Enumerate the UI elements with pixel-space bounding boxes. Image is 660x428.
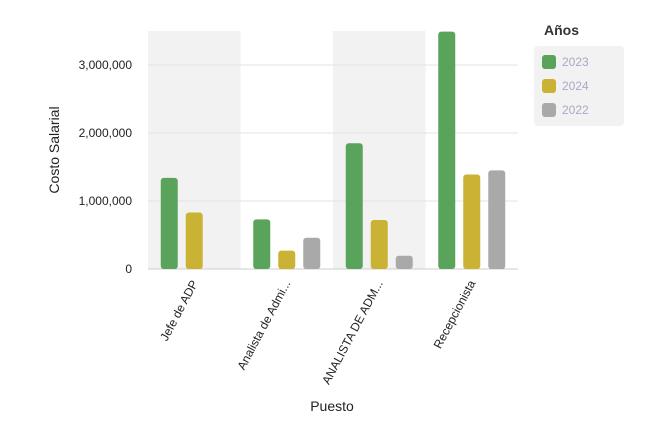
legend-item-2022[interactable]: 2022 [534, 98, 624, 122]
legend-swatch-2024 [542, 79, 556, 93]
legend: Años 2023 2024 2022 [534, 22, 624, 126]
legend-title: Años [544, 22, 579, 38]
legend-item-2023[interactable]: 2023 [534, 50, 624, 74]
y-tick-label: 3,000,000 [79, 58, 133, 72]
bar-2022-3[interactable] [488, 170, 506, 269]
y-axis-label: Costo Salarial [46, 106, 62, 193]
bar-2023-0[interactable] [160, 177, 178, 269]
legend-item-2024[interactable]: 2024 [534, 74, 624, 98]
y-tick-label: 0 [125, 262, 132, 276]
legend-box: 2023 2024 2022 [534, 46, 624, 126]
legend-label-2022: 2022 [562, 103, 589, 117]
bars [160, 31, 506, 270]
y-ticks: 0 1,000,000 2,000,000 3,000,000 [79, 58, 133, 276]
bar-2023-2[interactable] [345, 143, 363, 269]
legend-label-2023: 2023 [562, 55, 589, 69]
legend-label-2024: 2024 [562, 79, 589, 93]
legend-swatch-2023 [542, 55, 556, 69]
x-tick-label: Analista de Admi... [234, 278, 293, 372]
bar-2022-2[interactable] [395, 255, 413, 269]
legend-swatch-2022 [542, 103, 556, 117]
y-tick-label: 2,000,000 [79, 126, 133, 140]
bar-2024-0[interactable] [185, 212, 203, 269]
bar-2023-1[interactable] [253, 219, 271, 269]
y-tick-label: 1,000,000 [79, 194, 133, 208]
bar-2022-1[interactable] [303, 237, 321, 269]
gridlines [148, 64, 518, 270]
x-axis-label: Puesto [310, 398, 354, 414]
bar-2024-2[interactable] [370, 220, 388, 269]
bar-2024-1[interactable] [278, 250, 296, 269]
bar-2023-3[interactable] [438, 31, 456, 270]
x-tick-label: Recepcionista [431, 278, 479, 351]
x-ticks: Jefe de ADP Analista de Admi... ANALISTA D… [157, 278, 478, 387]
bar-2024-3[interactable] [463, 174, 481, 269]
x-tick-label: ANALISTA DE ADM... [319, 278, 386, 387]
x-tick-label: Jefe de ADP [157, 278, 201, 343]
